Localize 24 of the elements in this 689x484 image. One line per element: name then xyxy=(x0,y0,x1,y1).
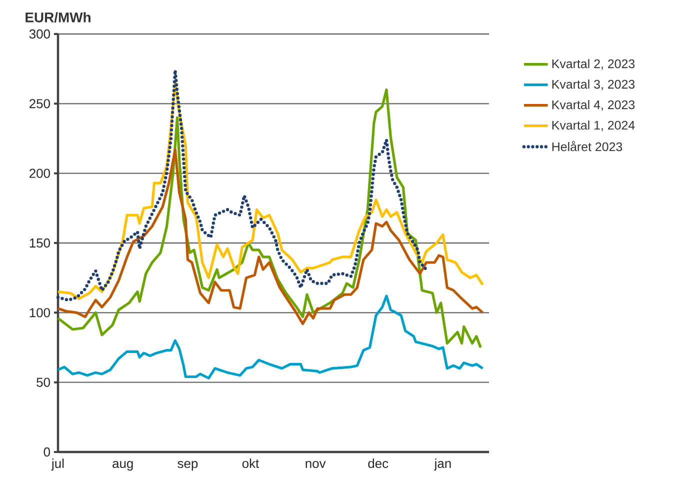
y-tick-label: 50 xyxy=(36,378,50,387)
x-tick-label: nov xyxy=(306,460,326,468)
y-tick-label: 200 xyxy=(30,168,50,178)
y-tick-label: 300 xyxy=(29,29,50,39)
line-series xyxy=(56,294,484,380)
x-tick-label: sep xyxy=(178,460,198,471)
y-axis-title: EUR/MWh xyxy=(26,12,90,23)
legend-label: Kvartal 1, 2024 xyxy=(552,120,635,132)
x-tick-label: dec xyxy=(368,458,388,468)
y-tick-label: 150 xyxy=(30,238,50,248)
x-tick-label: okt xyxy=(242,458,260,468)
x-tick-label: aug xyxy=(112,460,133,471)
x-tick-label: jul xyxy=(51,458,64,471)
legend-label: Helåret 2023 xyxy=(552,141,622,152)
x-tick-label: jan xyxy=(434,458,451,471)
y-tick-label: 0 xyxy=(44,447,50,457)
y-tick-label: 100 xyxy=(30,308,50,318)
line-series xyxy=(56,88,482,349)
line-series xyxy=(56,148,484,326)
legend-label: Kvartal 4, 2023 xyxy=(552,100,635,111)
legend-label: Kvartal 3, 2023 xyxy=(552,80,635,90)
legend-label: Kvartal 2, 2023 xyxy=(552,59,635,70)
line-series xyxy=(56,68,428,302)
y-tick-label: 250 xyxy=(30,99,50,108)
